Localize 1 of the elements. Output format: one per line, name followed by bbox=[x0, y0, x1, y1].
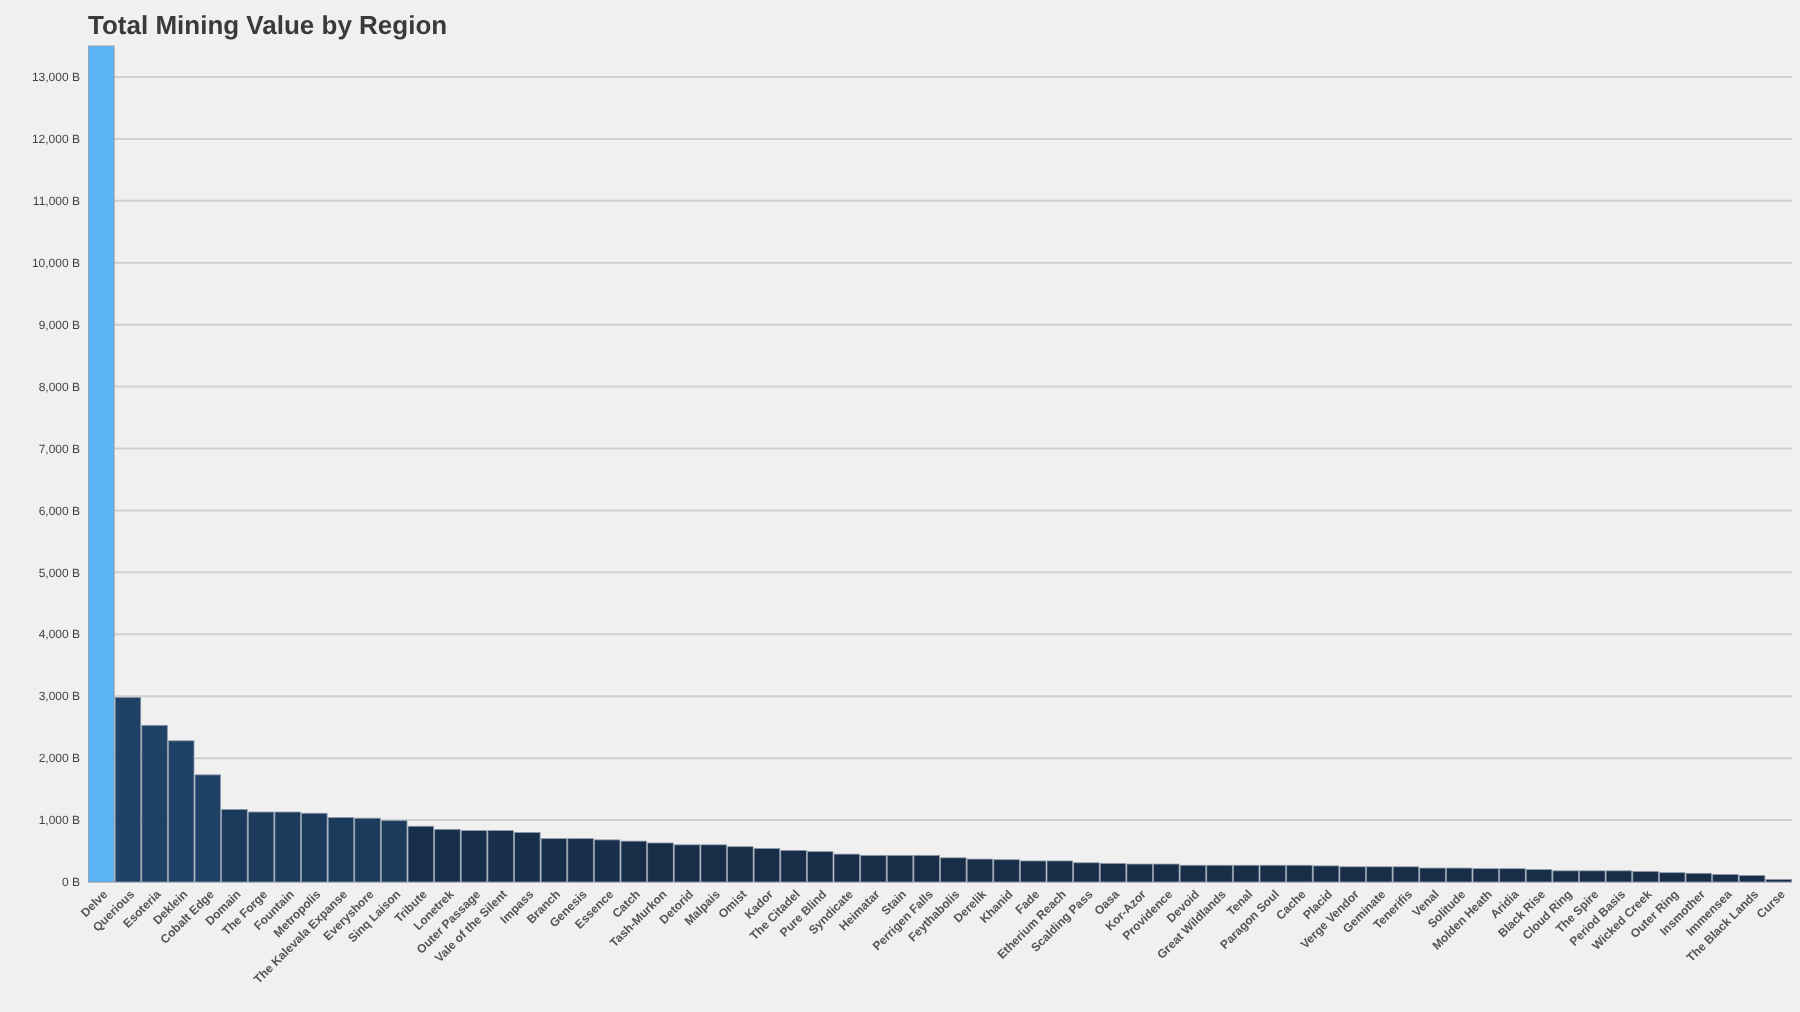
chart-title: Total Mining Value by Region bbox=[88, 10, 448, 40]
